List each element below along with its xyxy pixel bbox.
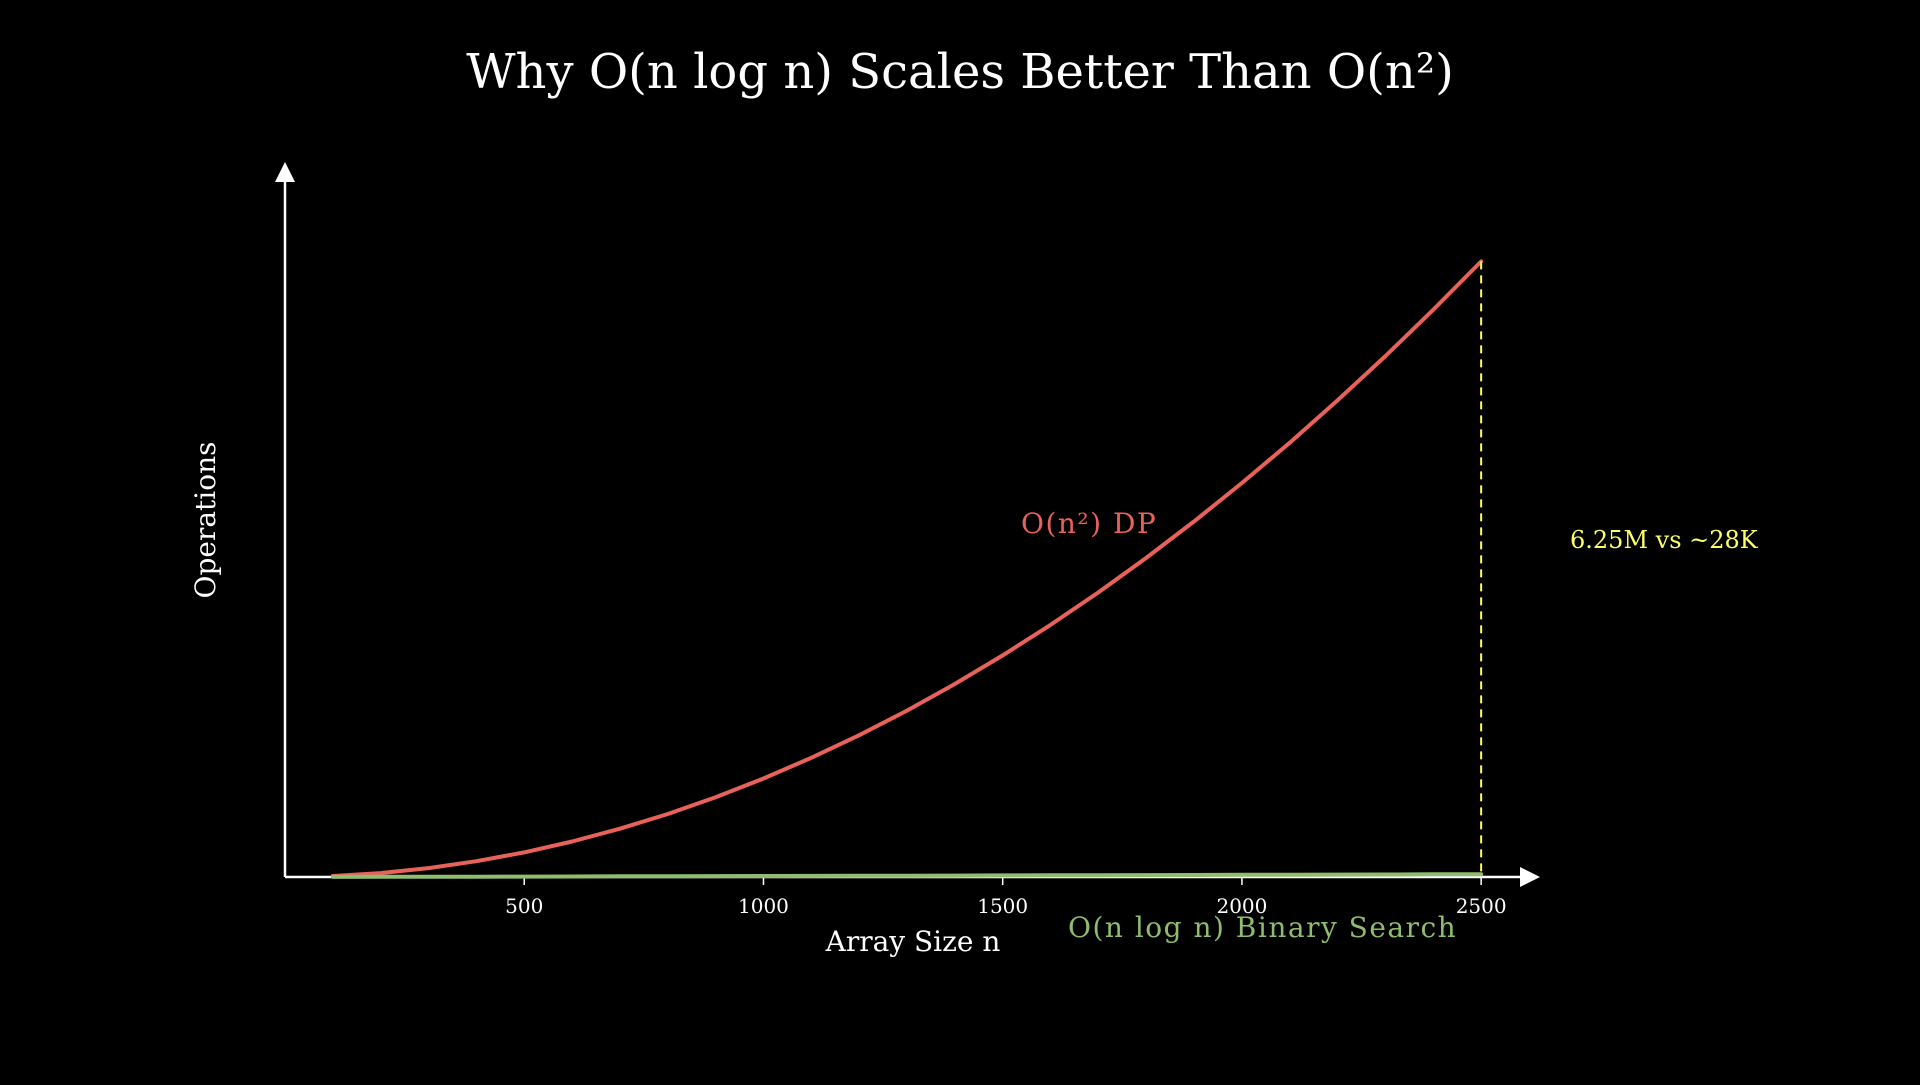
series-line-nlogn (330, 872, 1484, 879)
series-label-nlogn: O(n log n) Binary Search (1068, 911, 1457, 944)
x-tick-label: 2000 (1216, 894, 1267, 918)
comparison-annotation: 6.25M vs ~28K (1570, 526, 1759, 554)
x-axis-label: Array Size n (825, 925, 1001, 958)
x-tick-label: 2500 (1456, 894, 1507, 918)
x-tick-label: 500 (505, 894, 543, 918)
series-label-quadratic: O(n²) DP (1021, 507, 1157, 540)
y-axis-arrow (275, 162, 295, 182)
x-tick-label: 1500 (977, 894, 1028, 918)
x-ticks: 500 1000 1500 2000 2500 (505, 877, 1507, 918)
chart-title: Why O(n log n) Scales Better Than O(n²) (466, 44, 1454, 100)
annotation-layer: 6.25M vs ~28K (1480, 261, 1759, 877)
series-line-quadratic (330, 259, 1484, 878)
x-tick-label: 1000 (738, 894, 789, 918)
y-axis-label: Operations (189, 442, 222, 599)
x-axis-arrow (1520, 867, 1540, 887)
series-layer: O(n²) DP O(n log n) Binary Search (330, 259, 1484, 944)
